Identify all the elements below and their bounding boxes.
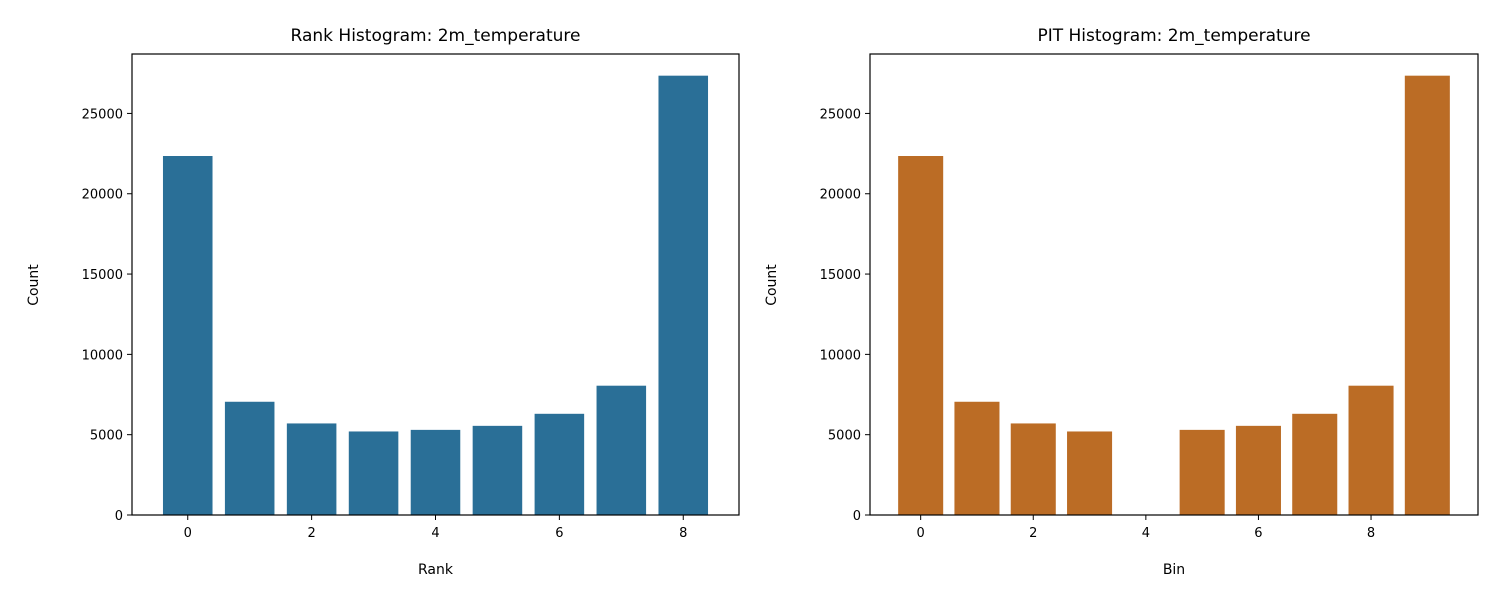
rank-histogram-y-label: Count	[26, 264, 42, 306]
pit-histogram-bar	[1067, 431, 1113, 515]
pit-histogram-y-tick-label: 25000	[820, 107, 861, 122]
rank-histogram-x-tick-label: 0	[184, 526, 192, 541]
pit-histogram-y-label: Count	[764, 264, 780, 306]
rank-histogram-bar	[534, 413, 585, 515]
rank-histogram-x-label: Rank	[418, 562, 454, 578]
rank-histogram-bar	[286, 423, 337, 515]
pit-histogram-y-tick-label: 0	[853, 509, 861, 524]
rank-histogram-title: Rank Histogram: 2m_temperature	[291, 26, 581, 46]
rank-histogram-x-tick-label: 4	[431, 526, 439, 541]
rank-histogram-bar	[224, 401, 275, 515]
rank-histogram-y-tick-label: 0	[115, 509, 123, 524]
rank-histogram-x-tick-label: 8	[679, 526, 687, 541]
pit-histogram-bar	[1010, 423, 1056, 515]
pit-histogram-bar	[1292, 413, 1338, 515]
pit-histogram-x-tick-label: 6	[1254, 526, 1262, 541]
pit-histogram-axes-frame	[869, 53, 1479, 516]
pit-histogram-title: PIT Histogram: 2m_temperature	[1037, 26, 1310, 46]
rank-histogram-y-ticks: 0 5000 10000 15000 20000 25000	[82, 107, 132, 524]
pit-histogram-x-tick-label: 8	[1367, 526, 1375, 541]
pit-histogram-y-tick-label: 10000	[820, 348, 861, 363]
rank-histogram-x-tick-label: 6	[555, 526, 563, 541]
pit-histogram-bar	[1348, 385, 1394, 515]
pit-histogram-y-tick-label: 20000	[820, 188, 861, 203]
pit-histogram-bar	[1179, 429, 1225, 515]
rank-histogram-y-tick-label: 10000	[82, 348, 123, 363]
pit-histogram-bar	[1404, 75, 1450, 516]
rank-histogram-y-tick-label: 15000	[82, 268, 123, 283]
pit-histogram-bar	[954, 401, 1000, 515]
rank-histogram-bar	[410, 429, 461, 515]
rank-histogram-bar	[596, 385, 647, 515]
pit-histogram-x-tick-label: 0	[917, 526, 925, 541]
rank-histogram-panel: Rank Histogram: 2m_temperature 0 5000 1000…	[26, 26, 740, 578]
pit-histogram-bar	[898, 156, 944, 515]
pit-histogram-x-tick-label: 4	[1142, 526, 1150, 541]
rank-histogram-bar	[658, 75, 709, 516]
rank-histogram-y-tick-label: 25000	[82, 107, 123, 122]
pit-histogram-bar	[1235, 425, 1281, 515]
rank-histogram-bars	[162, 75, 709, 516]
pit-histogram-y-tick-label: 15000	[820, 268, 861, 283]
rank-histogram-x-ticks: 0 2 4 6 8	[184, 515, 687, 541]
rank-histogram-y-tick-label: 20000	[82, 188, 123, 203]
rank-histogram-bar	[348, 431, 399, 515]
pit-histogram-x-label: Bin	[1163, 562, 1185, 578]
pit-histogram-y-tick-label: 5000	[828, 429, 861, 444]
pit-histogram-panel: PIT Histogram: 2m_temperature 0 5000 10000…	[764, 26, 1479, 578]
pit-histogram-bars	[898, 75, 1450, 516]
pit-histogram-y-ticks: 0 5000 10000 15000 20000 25000	[820, 107, 870, 524]
rank-histogram-y-tick-label: 5000	[90, 429, 123, 444]
rank-histogram-x-tick-label: 2	[307, 526, 315, 541]
rank-histogram-bar	[162, 156, 213, 515]
rank-histogram-bar	[472, 425, 523, 515]
pit-histogram-x-ticks: 0 2 4 6 8	[917, 515, 1375, 541]
pit-histogram-x-tick-label: 2	[1029, 526, 1037, 541]
rank-histogram-axes-frame	[131, 53, 740, 516]
